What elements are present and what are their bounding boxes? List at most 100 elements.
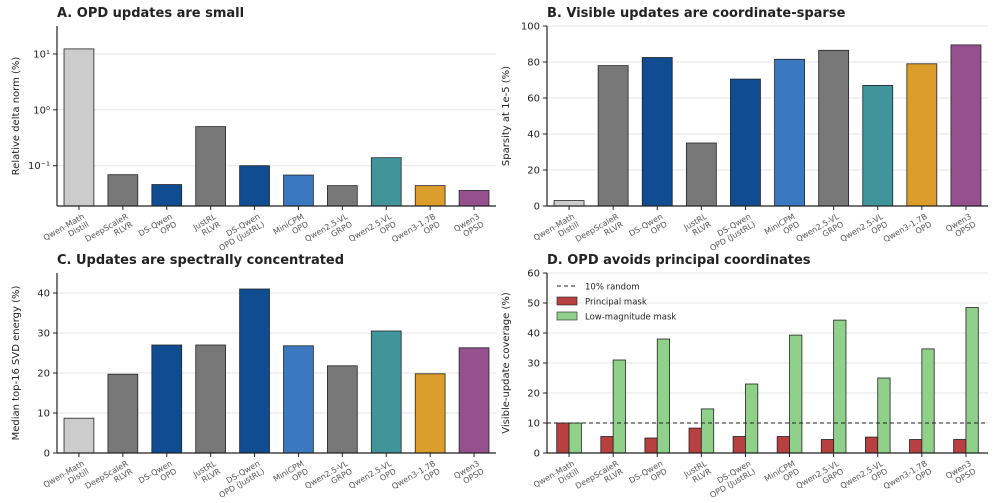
bar [370, 330, 402, 454]
bar [862, 85, 894, 207]
legend-label: 10% random [585, 283, 640, 293]
y-tick-label: 60 [527, 269, 540, 280]
bar [151, 184, 183, 207]
x-tick-label: Qwen-MathDistill [532, 459, 581, 497]
x-tick-label: DS-QwenOPD [137, 459, 178, 493]
y-axis-label: Median top-16 SVD energy (%) [11, 285, 22, 440]
x-tick-label: Qwen2.5-VLGRPO [795, 459, 846, 499]
legend-label: Low-magnitude mask [585, 313, 676, 323]
x-tick-label: JustRLRLVR [191, 212, 223, 241]
x-tick-label: JustRLRLVR [191, 459, 223, 488]
x-tick-label: DeepScaleRRLVR [574, 212, 625, 252]
bar [877, 377, 891, 454]
x-tick-label: Qwen3OPSD [452, 212, 485, 242]
bar [833, 319, 847, 454]
x-tick-label: Qwen2.5-VLOPD [839, 212, 890, 252]
x-tick-label: MiniCPMOPD [272, 459, 310, 492]
bar [107, 174, 139, 207]
bar [953, 439, 967, 454]
bar [370, 157, 402, 207]
x-tick-label: Qwen3OPSD [452, 459, 485, 489]
y-tick-label: 10¹ [33, 49, 50, 60]
x-tick-label: DS-QwenOPD (JustRL) [704, 459, 757, 500]
y-tick-label: 40 [527, 130, 540, 141]
y-tick-label: 80 [527, 58, 540, 69]
y-tick-label: 40 [37, 289, 50, 300]
bar [965, 307, 979, 454]
y-tick-label: 0 [534, 449, 540, 460]
bar [950, 44, 982, 207]
x-tick-label: Qwen3-1.7BOPD [390, 459, 441, 499]
bar [600, 436, 614, 454]
bar [553, 200, 585, 207]
y-tick-label: 10⁰ [33, 105, 50, 116]
bar [789, 334, 803, 454]
x-tick-label: Qwen2.5-VLGRPO [795, 212, 846, 252]
y-tick-label: 30 [37, 329, 50, 340]
y-tick-label: 10⁻¹ [28, 161, 50, 172]
x-tick-label: Qwen3OPSD [944, 212, 977, 242]
bar [239, 288, 270, 454]
panel-title: C. Updates are spectrally concentrated [57, 253, 344, 268]
y-tick-label: 10 [37, 409, 50, 420]
bar [568, 422, 582, 454]
x-tick-label: JustRLRLVR [682, 459, 714, 488]
x-tick-label: DS-QwenOPD (JustRL) [704, 212, 757, 253]
x-tick-label: DS-QwenOPD (JustRL) [213, 212, 266, 253]
x-tick-label: DS-QwenOPD [137, 212, 178, 246]
bar [414, 373, 446, 454]
bar [283, 345, 314, 454]
x-tick-label: Qwen-MathDistill [532, 212, 581, 250]
x-tick-label: DS-QwenOPD [627, 459, 668, 493]
bar [612, 359, 626, 454]
legend-swatch [556, 311, 578, 321]
bar [644, 437, 658, 454]
x-tick-label: Qwen3-1.7BOPD [882, 212, 933, 252]
bar [730, 78, 761, 207]
y-axis-label: Visible-update coverage (%) [501, 292, 512, 434]
bar [818, 49, 850, 207]
bar [63, 417, 95, 454]
panel-title: B. Visible updates are coordinate-sparse [547, 6, 846, 21]
bar [745, 383, 759, 454]
bar [458, 190, 490, 207]
bar [732, 436, 746, 454]
bar [195, 344, 226, 454]
x-tick-label: DeepScaleRRLVR [84, 459, 135, 499]
bar [458, 347, 490, 454]
panel-title: A. OPD updates are small [57, 6, 244, 21]
y-axis-label: Relative delta norm (%) [11, 57, 22, 176]
bar [656, 338, 670, 454]
bar [688, 427, 702, 454]
x-tick-label: MiniCPMOPD [272, 212, 310, 245]
y-tick-label: 20 [527, 389, 540, 400]
bar [283, 174, 314, 207]
bar [556, 422, 570, 454]
bar [820, 439, 835, 454]
bar [107, 373, 139, 454]
x-tick-label: DeepScaleRRLVR [574, 459, 625, 499]
y-tick-label: 100 [521, 22, 540, 33]
bar [327, 185, 358, 207]
y-tick-label: 40 [527, 329, 540, 340]
x-tick-label: Qwen2.5-VLGRPO [303, 212, 354, 252]
x-tick-label: Qwen2.5-VLOPD [347, 212, 398, 252]
panel-title: D. OPD avoids principal coordinates [547, 253, 811, 268]
bar [865, 436, 879, 454]
y-axis-label: Sparsity at 1e-5 (%) [501, 66, 512, 166]
bar [597, 65, 629, 207]
x-tick-label: Qwen-MathDistill [42, 459, 91, 497]
x-tick-label: Qwen2.5-VLOPD [347, 459, 398, 499]
bar [776, 436, 790, 454]
x-tick-label: DS-QwenOPD (JustRL) [213, 459, 266, 500]
y-tick-label: 10 [527, 419, 540, 430]
y-tick-label: 50 [527, 299, 540, 310]
x-tick-label: Qwen2.5-VLGRPO [303, 459, 354, 499]
bar [906, 63, 938, 207]
y-tick-label: 30 [527, 359, 540, 370]
x-tick-label: DeepScaleRRLVR [84, 212, 135, 252]
bar [327, 365, 358, 454]
x-tick-label: Qwen3OPSD [944, 459, 977, 489]
x-tick-label: JustRLRLVR [682, 212, 714, 241]
